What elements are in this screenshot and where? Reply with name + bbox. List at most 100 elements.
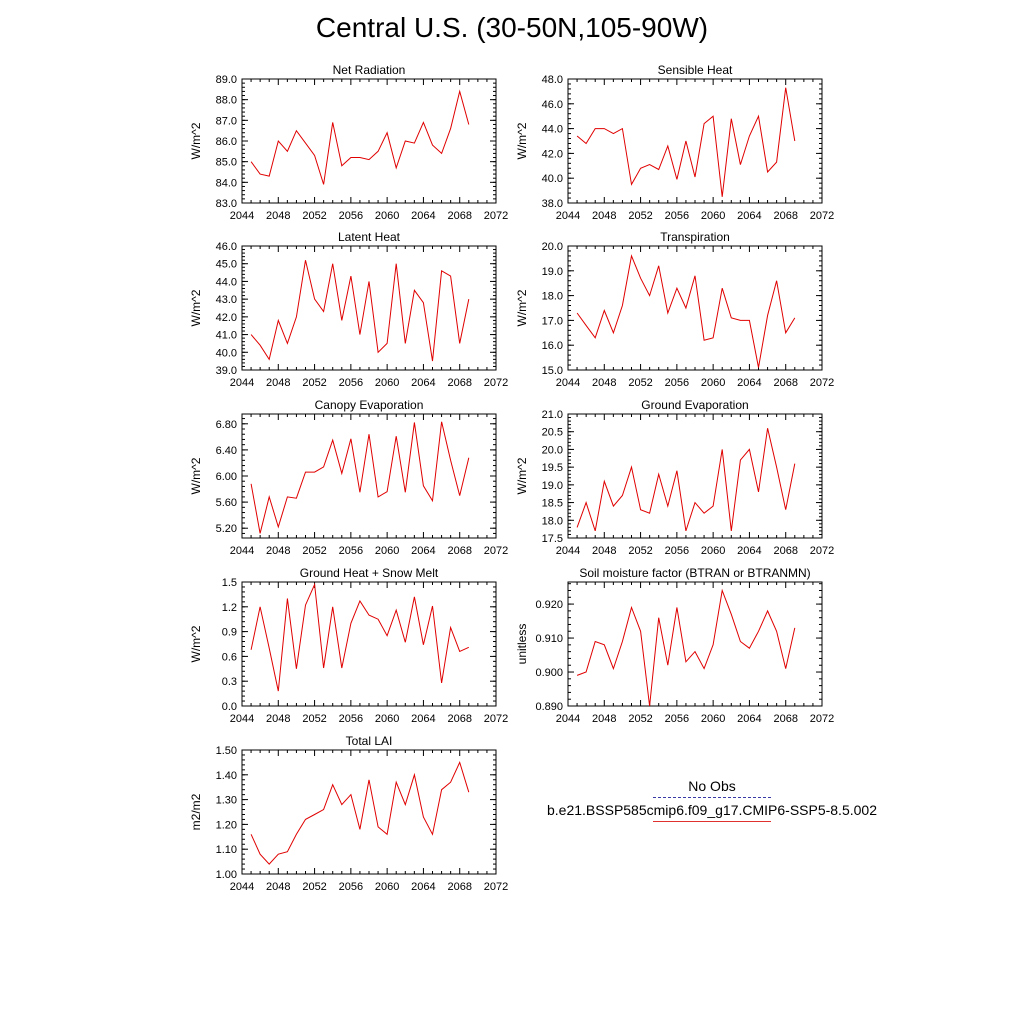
x-tick-label: 2072 <box>810 377 834 389</box>
y-tick-label: 15.0 <box>542 365 563 377</box>
panel-7: Ground Heat + Snow Melt W/m^2 2044 2048 2052… <box>189 566 508 725</box>
x-tick-label: 2064 <box>411 210 435 222</box>
x-tick-label: 2060 <box>375 881 399 893</box>
x-tick-label: 2052 <box>302 377 326 389</box>
y-tick-label: 46.0 <box>542 99 563 111</box>
y-tick-label: 5.20 <box>216 523 237 535</box>
legend-model-line <box>653 821 771 822</box>
y-tick-label: 48.0 <box>542 74 563 86</box>
panel-5: Canopy Evaporation W/m^2 2044 2048 2052 2056 2… <box>189 398 508 557</box>
panel-title: Transpiration <box>660 230 730 244</box>
x-tick-label: 2060 <box>701 545 725 557</box>
x-tick-label: 2056 <box>665 377 689 389</box>
x-tick-label: 2044 <box>230 545 254 557</box>
x-tick-label: 2052 <box>302 713 326 725</box>
panel-title: Total LAI <box>346 734 393 748</box>
y-tick-label: 19.0 <box>542 266 563 278</box>
y-tick-label: 17.5 <box>542 533 563 545</box>
y-tick-label: 86.0 <box>216 136 237 148</box>
x-tick-label: 2044 <box>230 377 254 389</box>
x-tick-label: 2044 <box>556 377 580 389</box>
y-tick-label: 0.910 <box>535 633 563 645</box>
x-tick-label: 2052 <box>302 545 326 557</box>
x-tick-label: 2060 <box>701 377 725 389</box>
series-line <box>576 588 796 707</box>
x-tick-label: 2060 <box>375 377 399 389</box>
y-tick-label: 1.10 <box>216 844 237 856</box>
panel-9: Total LAI m2/m2 2044 2048 2052 2056 2060 2064 20… <box>189 734 508 893</box>
x-tick-label: 2048 <box>266 545 290 557</box>
plot-frame <box>241 245 497 371</box>
y-tick-label: 42.0 <box>542 148 563 160</box>
y-tick-label: 41.0 <box>216 330 237 342</box>
x-tick-label: 2056 <box>339 713 363 725</box>
series-line <box>250 760 470 865</box>
panel-title: Ground Evaporation <box>641 398 748 412</box>
y-tick-label: 39.0 <box>216 365 237 377</box>
y-tick-label: 0.890 <box>535 701 563 713</box>
x-tick-label: 2060 <box>375 713 399 725</box>
x-tick-label: 2064 <box>411 713 435 725</box>
series-line <box>576 254 796 368</box>
y-axis-label: unitless <box>515 624 529 665</box>
y-axis-label: W/m^2 <box>189 122 203 159</box>
panel-3: Latent Heat W/m^2 2044 2048 2052 2056 2060 2064… <box>189 230 508 389</box>
series-line <box>250 260 470 362</box>
y-axis-label: m2/m2 <box>189 793 203 830</box>
x-tick-label: 2048 <box>592 210 616 222</box>
y-tick-label: 18.0 <box>542 291 563 303</box>
x-tick-label: 2072 <box>484 881 508 893</box>
y-tick-label: 16.0 <box>542 340 563 352</box>
y-tick-label: 17.0 <box>542 315 563 327</box>
y-tick-label: 19.0 <box>542 480 563 492</box>
y-tick-label: 88.0 <box>216 95 237 107</box>
x-tick-label: 2064 <box>411 545 435 557</box>
y-tick-label: 83.0 <box>216 198 237 210</box>
x-tick-label: 2068 <box>447 713 471 725</box>
y-tick-label: 44.0 <box>542 124 563 136</box>
x-tick-label: 2052 <box>628 545 652 557</box>
x-tick-label: 2072 <box>484 713 508 725</box>
figure-title: Central U.S. (30-50N,105-90W) <box>315 12 709 43</box>
y-axis-label: W/m^2 <box>515 122 529 159</box>
y-tick-label: 1.5 <box>222 577 237 589</box>
y-tick-label: 46.0 <box>216 241 237 253</box>
x-tick-label: 2072 <box>484 545 508 557</box>
y-tick-label: 19.5 <box>542 462 563 474</box>
x-tick-label: 2072 <box>484 377 508 389</box>
panel-title: Ground Heat + Snow Melt <box>300 566 439 580</box>
y-tick-label: 45.0 <box>216 259 237 271</box>
panel-6: Ground Evaporation W/m^2 2044 2048 2052 2056 2… <box>515 398 834 557</box>
x-tick-label: 2048 <box>266 210 290 222</box>
x-tick-label: 2056 <box>339 881 363 893</box>
series-line <box>250 582 470 692</box>
x-tick-label: 2060 <box>701 210 725 222</box>
x-tick-label: 2048 <box>592 545 616 557</box>
y-tick-label: 0.3 <box>222 676 237 688</box>
y-tick-label: 6.40 <box>216 445 237 457</box>
y-axis-label: W/m^2 <box>189 625 203 662</box>
y-tick-label: 1.50 <box>216 745 237 757</box>
x-tick-label: 2064 <box>737 210 761 222</box>
y-tick-label: 21.0 <box>542 409 563 421</box>
x-tick-label: 2068 <box>447 210 471 222</box>
y-tick-label: 0.9 <box>222 627 237 639</box>
y-tick-label: 0.920 <box>535 599 563 611</box>
y-tick-label: 20.0 <box>542 241 563 253</box>
x-tick-label: 2068 <box>773 210 797 222</box>
plot-frame <box>567 78 823 204</box>
y-tick-label: 1.00 <box>216 869 237 881</box>
y-axis-label: W/m^2 <box>189 457 203 494</box>
x-tick-label: 2048 <box>266 713 290 725</box>
y-tick-label: 1.20 <box>216 819 237 831</box>
x-tick-label: 2060 <box>701 713 725 725</box>
x-tick-label: 2044 <box>556 713 580 725</box>
x-tick-label: 2068 <box>773 545 797 557</box>
x-tick-label: 2048 <box>266 377 290 389</box>
plot-frame <box>241 581 497 707</box>
x-tick-label: 2064 <box>411 377 435 389</box>
y-tick-label: 85.0 <box>216 157 237 169</box>
plot-frame <box>567 413 823 539</box>
x-tick-label: 2072 <box>810 545 834 557</box>
